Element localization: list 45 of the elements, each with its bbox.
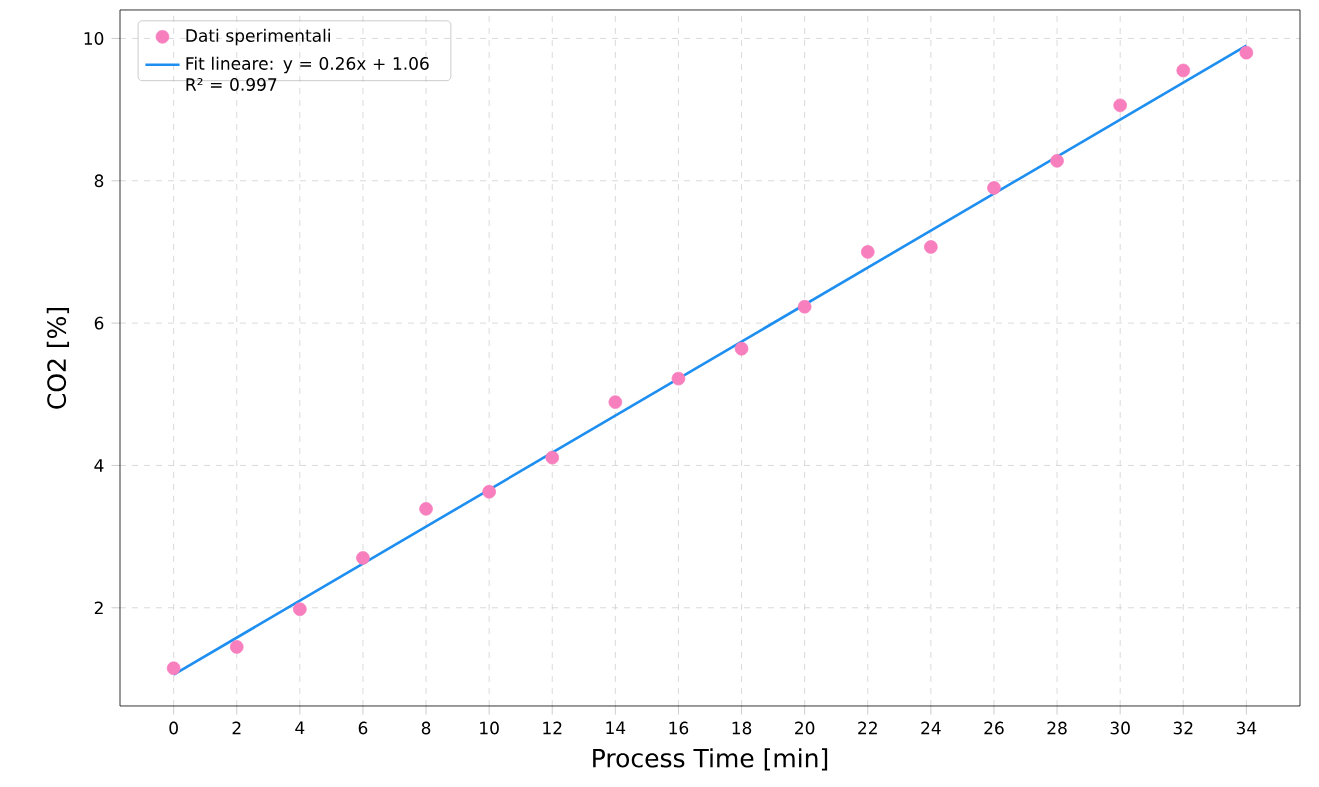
y-axis-title: CO2 [%] <box>46 308 70 409</box>
point <box>987 181 1001 195</box>
x-axis-title: Process Time [min] <box>593 748 828 771</box>
point <box>166 661 181 676</box>
point <box>419 502 433 516</box>
point <box>1239 45 1254 60</box>
x-tick-label: 10 <box>480 721 499 735</box>
x-tick-label: 24 <box>921 721 941 735</box>
legend-label: Dati sperimentali <box>186 28 330 46</box>
legend-label: Fit lineare: y = 0.26x + 1.06 R² = 0.997 <box>186 56 429 91</box>
point <box>482 484 496 499</box>
point <box>229 640 244 654</box>
x-tick-label: 26 <box>984 721 1004 735</box>
x-tick-label: 14 <box>606 721 626 734</box>
x-tick-label: 12 <box>543 721 562 735</box>
x-tick-label: 32 <box>1173 721 1193 735</box>
point <box>545 450 560 465</box>
y-tick-label: 6 <box>94 316 104 330</box>
x-tick-label: 6 <box>358 721 368 735</box>
point <box>924 240 938 254</box>
point <box>1113 98 1127 113</box>
point <box>1176 63 1191 78</box>
x-tick-label: 16 <box>669 721 689 735</box>
y-tick-label: 10 <box>84 32 104 45</box>
x-tick-label: 22 <box>858 721 877 735</box>
x-tick-label: 8 <box>421 721 431 735</box>
point <box>293 602 307 616</box>
x-tick-label: 4 <box>295 721 305 734</box>
x-tick-label: 2 <box>232 721 241 735</box>
point <box>356 551 370 565</box>
point <box>797 299 812 314</box>
y-tick-label: 4 <box>94 459 104 472</box>
x-tick-label: 34 <box>1236 721 1257 735</box>
y-tick-label: 2 <box>94 601 103 615</box>
x-tick-label: 18 <box>732 721 752 735</box>
point <box>1050 154 1064 168</box>
point <box>608 395 623 409</box>
point <box>734 341 749 356</box>
y-tick-label: 8 <box>94 174 104 188</box>
point <box>860 245 875 259</box>
x-tick-label: 0 <box>169 721 178 735</box>
x-tick-label: 28 <box>1047 721 1067 735</box>
point <box>671 371 686 386</box>
x-tick-label: 20 <box>795 721 815 735</box>
x-tick-label: 30 <box>1110 721 1130 735</box>
